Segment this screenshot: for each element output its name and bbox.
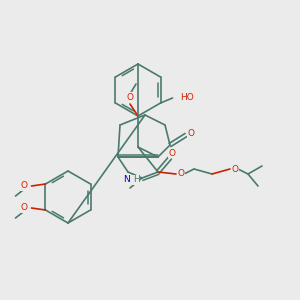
Text: O: O bbox=[127, 92, 134, 101]
Text: O: O bbox=[178, 169, 184, 178]
Text: O: O bbox=[232, 164, 238, 173]
Text: O: O bbox=[169, 148, 176, 158]
Text: O: O bbox=[21, 182, 28, 190]
Text: HO: HO bbox=[180, 94, 194, 103]
Text: O: O bbox=[188, 128, 194, 137]
Text: O: O bbox=[21, 203, 28, 212]
Text: H: H bbox=[133, 176, 140, 184]
Text: N: N bbox=[123, 176, 129, 184]
